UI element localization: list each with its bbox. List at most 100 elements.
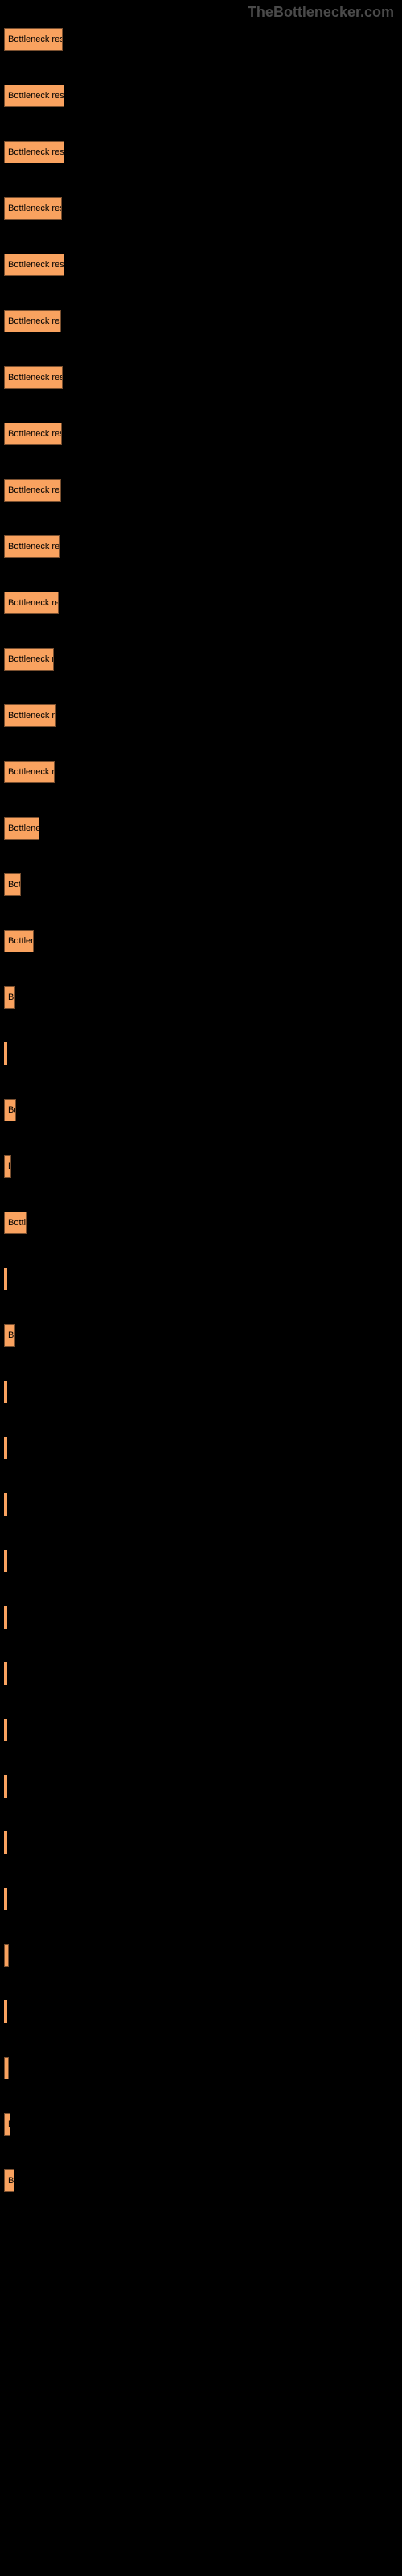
bar-label: Bottleneck result	[8, 147, 64, 157]
chart-bar: B	[4, 1155, 11, 1178]
bar-row: Bottleneck result	[4, 423, 402, 445]
bar-row: Bottlenec	[4, 817, 402, 840]
chart-bar	[4, 1493, 7, 1516]
bar-row: Bottleneck result	[4, 141, 402, 163]
chart-bar	[4, 1606, 7, 1629]
bar-label: B	[8, 2120, 10, 2129]
chart-bar	[4, 1042, 7, 1065]
bar-label: Bottleneck resu	[8, 598, 59, 608]
bar-row	[4, 1381, 402, 1403]
bar-row	[4, 1493, 402, 1516]
chart-bar: Bottleneck result	[4, 141, 64, 163]
bar-row	[4, 1437, 402, 1459]
chart-bar: Bo	[4, 1099, 16, 1121]
bar-row	[4, 1606, 402, 1629]
bar-row: Bottleneck result	[4, 310, 402, 332]
bar-row: Bo	[4, 1324, 402, 1347]
chart-bar: Bo	[4, 2169, 14, 2192]
bar-chart: Bottleneck result Bottleneck result Bottle…	[0, 0, 402, 2192]
bar-row: Bo	[4, 1099, 402, 1121]
bar-row: Bottleneck result	[4, 197, 402, 220]
chart-bar: Bottlenec	[4, 817, 39, 840]
bar-row: Bottleneck resu	[4, 592, 402, 614]
bar-label: Bo	[8, 2176, 14, 2186]
chart-bar: Bottleneck result	[4, 197, 62, 220]
chart-bar: Bo	[4, 986, 15, 1009]
bar-row: Bottleneck result	[4, 28, 402, 51]
chart-bar: Bottlene	[4, 930, 34, 952]
bar-row	[4, 1944, 402, 1967]
bar-label: Bottlene	[8, 936, 34, 946]
chart-bar: B	[4, 2113, 10, 2136]
bar-row: B	[4, 1155, 402, 1178]
bar-label: Bottleneck result	[8, 485, 61, 495]
chart-bar: Bottleneck result	[4, 85, 64, 107]
chart-bar: Bottleneck res	[4, 761, 55, 783]
bar-row: Bottleneck res	[4, 761, 402, 783]
chart-bar	[4, 1944, 9, 1967]
chart-bar	[4, 1550, 7, 1572]
bar-row	[4, 1719, 402, 1741]
chart-bar	[4, 1775, 7, 1798]
bar-label: Bottleneck result	[8, 260, 64, 270]
bar-label: Bo	[8, 1105, 16, 1115]
bar-row: Bottlene	[4, 930, 402, 952]
watermark-text: TheBottlenecker.com	[248, 4, 394, 21]
chart-bar: Bottleneck result	[4, 366, 63, 389]
chart-bar: Bottleneck result	[4, 254, 64, 276]
bar-label: Bottleneck res	[8, 711, 56, 720]
bar-label: Bottleneck result	[8, 316, 61, 326]
bar-row	[4, 1831, 402, 1854]
bar-row: Bottle	[4, 1212, 402, 1234]
chart-bar: Bottleneck res	[4, 648, 54, 671]
bar-row	[4, 1888, 402, 1910]
chart-bar: Bottleneck res	[4, 704, 56, 727]
chart-bar: Bottleneck result	[4, 310, 61, 332]
bar-row: B	[4, 2113, 402, 2136]
bar-label: B	[8, 1162, 11, 1171]
bar-row	[4, 1268, 402, 1290]
bar-row	[4, 2000, 402, 2023]
bar-row: Bottleneck res	[4, 704, 402, 727]
bar-label: Bottleneck res	[8, 767, 55, 777]
bar-label: Bottleneck result	[8, 429, 62, 439]
bar-label: Bottleneck result	[8, 373, 63, 382]
bar-row: Bottleneck result	[4, 366, 402, 389]
bar-label: Bo	[8, 1331, 15, 1340]
chart-bar: Bo	[4, 1324, 15, 1347]
bar-label: Bottleneck res	[8, 654, 54, 664]
chart-bar	[4, 1831, 7, 1854]
chart-bar: Bottleneck result	[4, 535, 60, 558]
bar-row	[4, 2057, 402, 2079]
bar-row: Bottleneck result	[4, 254, 402, 276]
bar-row: Bottleneck result	[4, 479, 402, 502]
chart-bar	[4, 1268, 7, 1290]
bar-row: Bottleneck result	[4, 85, 402, 107]
bar-label: Bo	[8, 993, 15, 1002]
chart-bar	[4, 2000, 7, 2023]
bar-label: Bottleneck result	[8, 91, 64, 101]
bar-row	[4, 1550, 402, 1572]
bar-row: Bo	[4, 986, 402, 1009]
chart-bar: Bottleneck result	[4, 28, 63, 51]
bar-label: Bottleneck result	[8, 542, 60, 551]
bar-row	[4, 1775, 402, 1798]
chart-bar: Bott	[4, 873, 21, 896]
chart-bar	[4, 1437, 7, 1459]
bar-label: Bottleneck result	[8, 35, 63, 44]
chart-bar	[4, 1662, 7, 1685]
bar-row: Bottleneck res	[4, 648, 402, 671]
chart-bar	[4, 1381, 7, 1403]
bar-label: Bottlenec	[8, 824, 39, 833]
chart-bar: Bottleneck result	[4, 423, 62, 445]
bar-row: Bottleneck result	[4, 535, 402, 558]
chart-bar: Bottle	[4, 1212, 27, 1234]
chart-bar	[4, 2057, 9, 2079]
bar-row	[4, 1042, 402, 1065]
bar-label: Bottle	[8, 1218, 27, 1228]
bar-row: Bo	[4, 2169, 402, 2192]
bar-label: Bottleneck result	[8, 204, 62, 213]
chart-bar: Bottleneck resu	[4, 592, 59, 614]
chart-bar	[4, 1719, 7, 1741]
chart-bar	[4, 1888, 7, 1910]
